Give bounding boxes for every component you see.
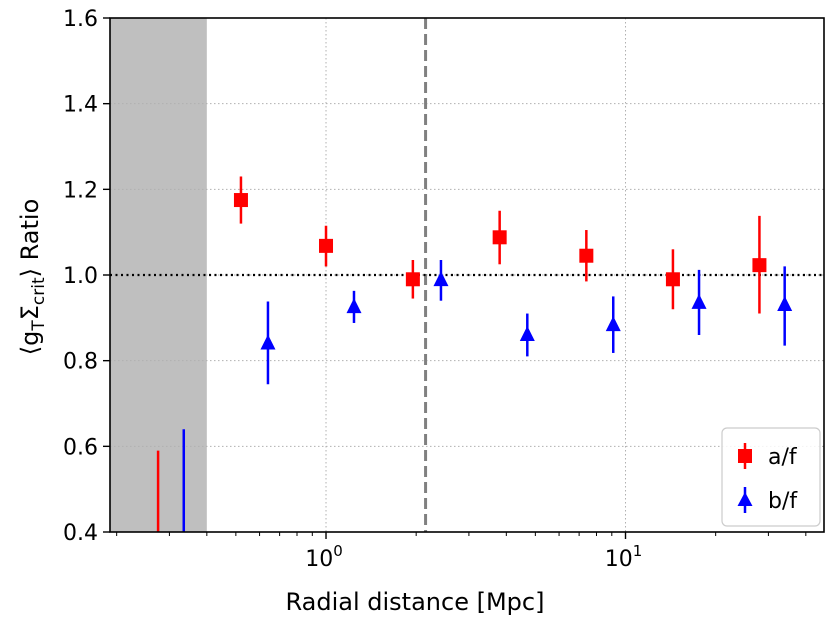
series-a-f (156, 176, 767, 532)
marker-b-f-6 (691, 293, 707, 309)
y-tick-label-5: 1.4 (63, 93, 98, 118)
y-tick-label-3: 1.0 (63, 264, 98, 289)
marker-b-f-1 (260, 334, 276, 350)
marker-a-f-2 (319, 238, 334, 253)
marker-b-f-4 (519, 325, 535, 341)
ticks: 0.4 0.6 0.8 1.0 1.2 1.4 1.6 100 101 (63, 7, 807, 572)
legend-label-b-f: b/f (768, 489, 798, 514)
marker-b-f-3 (433, 271, 449, 287)
y-tick-label-1: 0.6 (63, 435, 98, 460)
y-tick-label-6: 1.6 (63, 7, 98, 32)
legend-marker-a-f (738, 443, 752, 469)
marker-a-f-1 (233, 193, 248, 208)
y-axis-label: ⟨gTΣcrit⟩ Ratio (16, 199, 49, 356)
marker-a-f-5 (579, 248, 594, 263)
reference-lines (110, 18, 824, 532)
marker-a-f-6 (665, 272, 680, 287)
series-layer (156, 176, 793, 532)
legend-marker-b-f (737, 487, 753, 513)
x-tick-label-1: 101 (605, 542, 643, 572)
legend-label-a-f: a/f (768, 445, 798, 470)
y-tick-label-0: 0.4 (63, 521, 98, 546)
x-axis-label: Radial distance [Mpc] (286, 588, 545, 616)
y-tick-label-4: 1.2 (63, 178, 98, 203)
marker-b-f-5 (605, 316, 621, 332)
x-tick-label-0: 100 (305, 542, 343, 572)
marker-a-f-3 (405, 272, 420, 287)
marker-b-f-2 (346, 298, 362, 314)
y-tick-label-2: 0.8 (63, 350, 98, 375)
marker-a-f-7 (752, 258, 767, 273)
marker-b-f-7 (777, 295, 793, 311)
marker-a-f-4 (492, 230, 507, 245)
legend: a/f b/f (721, 427, 821, 527)
series-b-f (182, 260, 793, 532)
